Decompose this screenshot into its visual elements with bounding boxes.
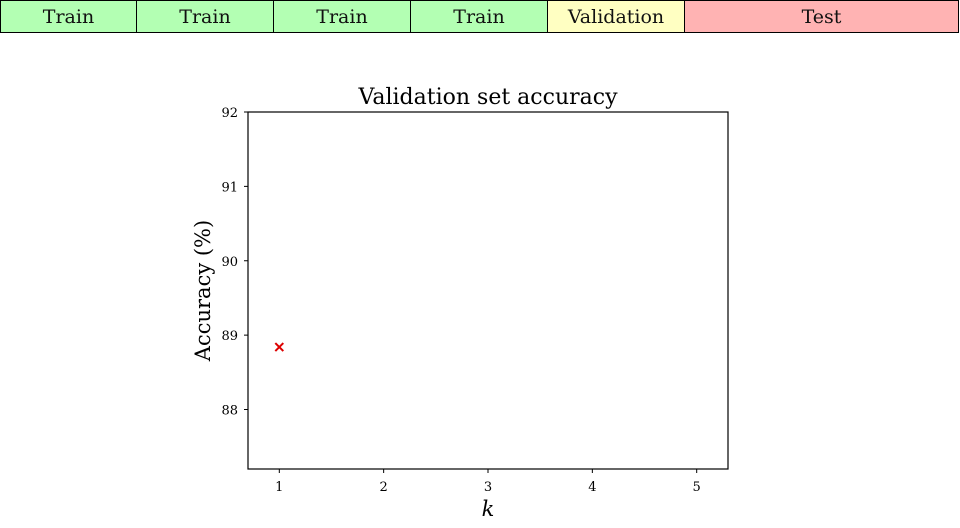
split-segment-test: Test: [684, 0, 959, 33]
data-split-bar: Train Train Train Train Validation Test: [0, 0, 960, 33]
x-tick-label: 4: [588, 480, 596, 495]
y-axis-ticks: 88 89 90 91 92: [221, 106, 248, 419]
y-tick-label: 92: [221, 106, 238, 121]
x-tick-label: 5: [693, 480, 701, 495]
split-segment-train: Train: [136, 0, 274, 33]
x-axis-ticks: 1 2 3 4 5: [275, 469, 701, 495]
split-segment-train: Train: [410, 0, 548, 33]
plot-area-frame: [247, 111, 729, 470]
split-segment-train: Train: [0, 0, 137, 33]
y-tick-label: 91: [221, 180, 238, 195]
x-axis-label: k: [482, 497, 495, 521]
chart-title: Validation set accuracy: [358, 85, 619, 110]
x-tick-label: 3: [484, 480, 492, 495]
data-point-x-marker: [274, 342, 285, 352]
y-tick-label: 88: [221, 404, 238, 419]
data-points: [274, 342, 285, 352]
x-tick-label: 1: [275, 480, 283, 495]
y-tick-label: 90: [221, 255, 238, 270]
y-axis-label: Accuracy (%): [191, 220, 215, 362]
split-segment-train: Train: [273, 0, 411, 33]
y-tick-label: 89: [221, 329, 238, 344]
split-segment-validation: Validation: [547, 0, 685, 33]
x-tick-label: 2: [380, 480, 388, 495]
